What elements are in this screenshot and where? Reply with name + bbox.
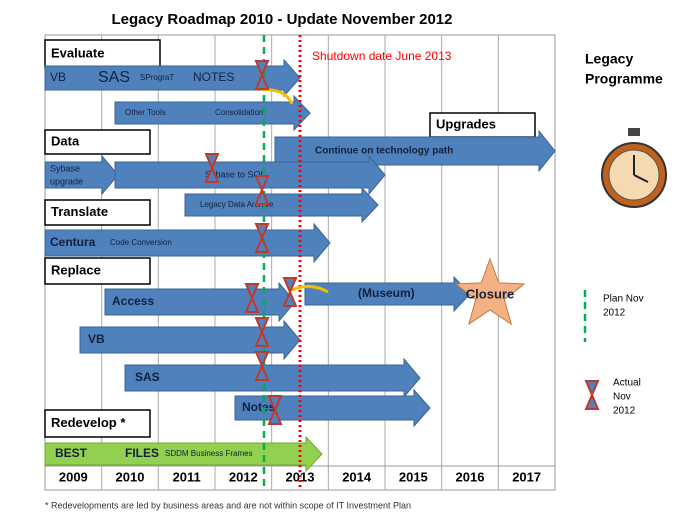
arrow-label: SDDM Business Frames <box>165 449 253 458</box>
year-label: 2009 <box>59 469 88 484</box>
year-label: 2012 <box>229 469 258 484</box>
side-title: Legacy <box>585 51 633 67</box>
arrow-label: VB <box>88 332 105 346</box>
arrow-label: Continue on technology path <box>315 146 453 157</box>
arrow-label: Centura <box>50 235 96 249</box>
section-label: Evaluate <box>51 45 104 60</box>
arrow <box>45 156 118 194</box>
arrow-label: (Museum) <box>358 286 415 300</box>
year-label: 2011 <box>173 469 201 484</box>
legend-actual: Nov <box>613 392 631 403</box>
year-label: 2017 <box>512 469 541 484</box>
side-title: Programme <box>585 71 663 87</box>
legend-actual: Actual <box>613 378 641 389</box>
arrow-label: NOTES <box>193 70 234 84</box>
legend-plan: Plan Nov <box>603 294 644 305</box>
arrow-label: SProgrаT <box>140 73 174 82</box>
legend-actual: 2012 <box>613 406 636 417</box>
title: Legacy Roadmap 2010 - Update November 20… <box>112 11 453 28</box>
year-label: 2010 <box>116 469 145 484</box>
year-label: 2014 <box>342 469 372 484</box>
arrow-label: upgrade <box>50 176 83 186</box>
arrow-label: FILES <box>125 446 159 460</box>
arrow-label: SAS <box>98 69 130 86</box>
roadmap: Legacy Roadmap 2010 - Update November 20… <box>0 0 691 521</box>
page: { "title": "Legacy Roadmap 2010 - Update… <box>0 0 691 521</box>
section-label: Data <box>51 133 80 148</box>
arrow-label: Consolidation <box>215 108 263 117</box>
arrow-label: Other Tools <box>125 108 166 117</box>
arrow-label: SAS <box>135 370 160 384</box>
arrow <box>125 359 420 397</box>
footnote: * Redevelopments are led by business are… <box>45 500 411 510</box>
arrow-label: Access <box>112 294 154 308</box>
section-label: Redevelop * <box>51 415 126 430</box>
section-label: Translate <box>51 204 108 219</box>
stopwatch-crown <box>628 128 640 136</box>
arrow-label: VB <box>50 70 66 84</box>
shutdown-label: Shutdown date June 2013 <box>312 49 452 63</box>
arrow-label: BEST <box>55 446 88 460</box>
closure-label: Closure <box>466 286 514 301</box>
arrow-label: Code Conversion <box>110 238 172 247</box>
arrow-label: Sybase <box>50 163 80 173</box>
section-label: Replace <box>51 262 101 277</box>
year-label: 2015 <box>399 469 428 484</box>
legend-plan: 2012 <box>603 308 626 319</box>
year-label: 2016 <box>456 469 485 484</box>
section-label: Upgrades <box>436 116 496 131</box>
